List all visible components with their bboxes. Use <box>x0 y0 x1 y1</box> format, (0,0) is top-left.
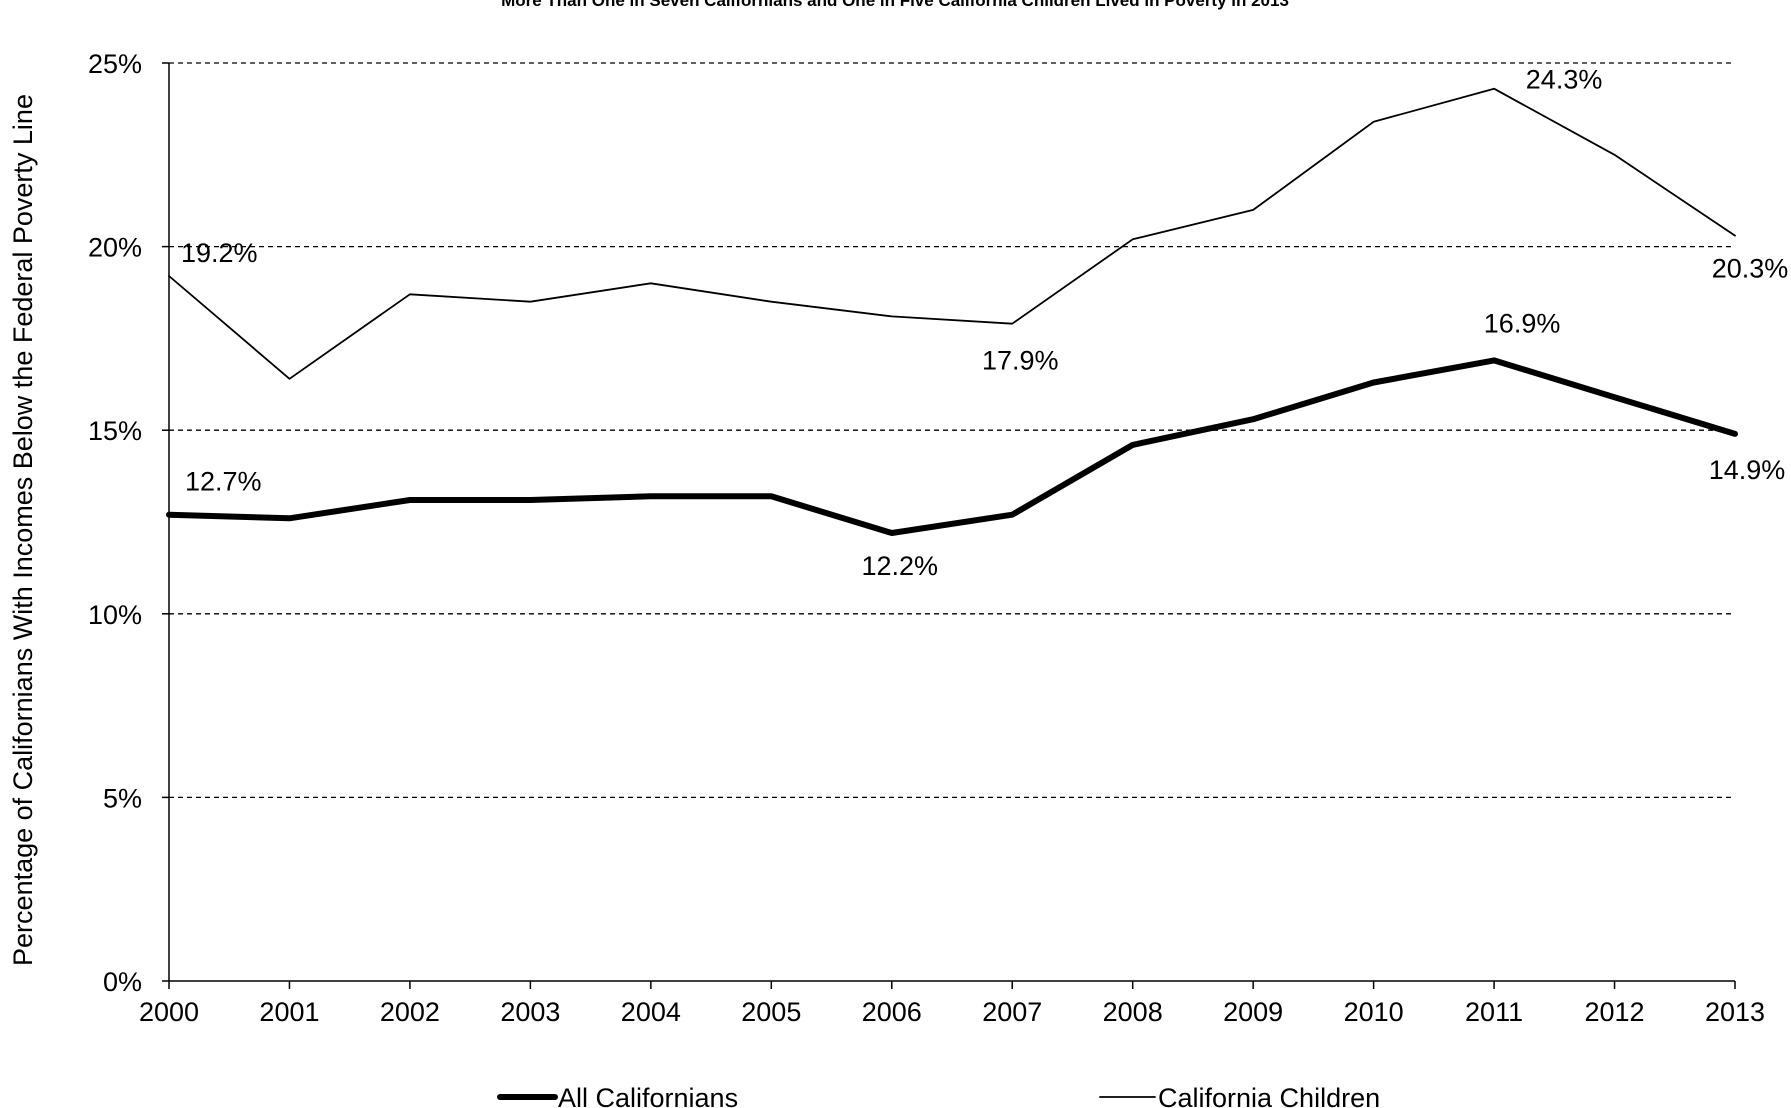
legend-label: All Californians <box>558 1083 738 1108</box>
data-label: 14.9% <box>1709 455 1786 485</box>
y-tick-label: 5% <box>103 783 142 813</box>
x-tick-label: 2008 <box>1103 997 1163 1027</box>
x-tick-label: 2004 <box>621 997 681 1027</box>
data-label: 24.3% <box>1526 65 1603 95</box>
x-tick-label: 2010 <box>1344 997 1404 1027</box>
series-line-california-children <box>168 87 1736 380</box>
y-axis-label: Percentage of Californians With Incomes … <box>8 94 38 966</box>
x-tick-label: 2000 <box>139 997 199 1027</box>
x-tick-label: 2006 <box>862 997 922 1027</box>
series-lines <box>166 87 1738 536</box>
x-tick-label: 2013 <box>1705 997 1765 1027</box>
data-label: 17.9% <box>982 346 1059 376</box>
legend-label: California Children <box>1158 1083 1380 1108</box>
x-tick-label: 2011 <box>1465 997 1523 1027</box>
y-tick-label: 20% <box>88 233 142 263</box>
series-line-all-californians <box>166 357 1738 536</box>
legend: All Californians California Children <box>497 1083 1380 1108</box>
x-tick-label: 2001 <box>259 997 319 1027</box>
data-label: 20.3% <box>1712 254 1789 284</box>
y-tick-label: 25% <box>88 49 142 79</box>
x-tick-label: 2003 <box>500 997 560 1027</box>
axes <box>162 62 1736 989</box>
y-tick-label: 15% <box>88 416 142 446</box>
data-label: 12.2% <box>861 551 938 581</box>
gridlines <box>169 62 1735 799</box>
x-tick-labels: 2000 2001 2002 2003 2004 2005 2006 2007 2008 2009… <box>139 997 1765 1027</box>
x-tick-label: 2002 <box>380 997 440 1027</box>
x-tick-label: 2007 <box>982 997 1042 1027</box>
data-label: 12.7% <box>185 467 262 497</box>
x-tick-label: 2005 <box>741 997 801 1027</box>
x-tick-label: 2009 <box>1223 997 1283 1027</box>
chart-title: More Than One in Seven Californians and … <box>501 0 1289 10</box>
x-tick-label: 2012 <box>1584 997 1644 1027</box>
data-labels: 12.7% 12.2% 16.9% 14.9% 19.2% 17.9% 24.3% 20.3% <box>181 65 1788 581</box>
y-tick-label: 10% <box>88 600 142 630</box>
y-tick-labels: 0% 5% 10% 15% 20% 25% <box>88 49 142 997</box>
data-label: 16.9% <box>1484 308 1561 338</box>
y-tick-label: 0% <box>103 967 142 997</box>
data-label: 19.2% <box>181 238 258 268</box>
